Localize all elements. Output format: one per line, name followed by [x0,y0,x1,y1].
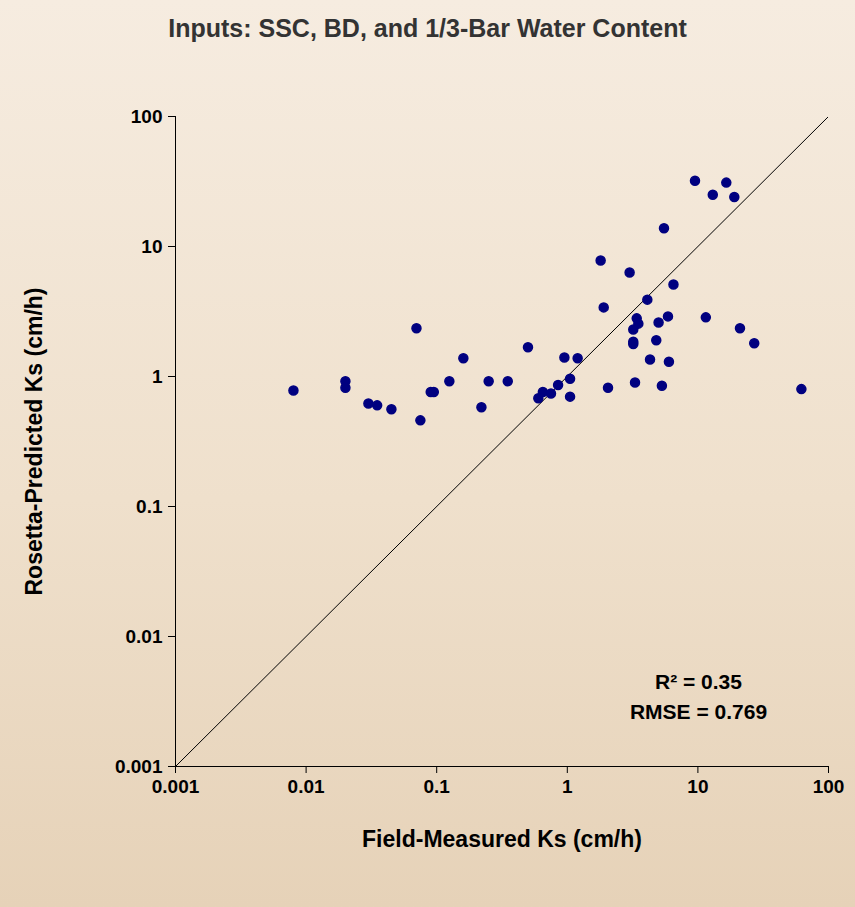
svg-text:0.1: 0.1 [423,776,450,797]
svg-text:1: 1 [562,776,573,797]
svg-text:0.01: 0.01 [288,776,325,797]
svg-text:0.1: 0.1 [136,496,163,517]
svg-text:10: 10 [141,236,162,257]
svg-text:Rosetta-Predicted Ks (cm/h): Rosetta-Predicted Ks (cm/h) [21,287,47,595]
svg-text:0.01: 0.01 [126,626,163,647]
svg-text:R² = 0.35: R² = 0.35 [655,670,742,693]
svg-text:Field-Measured Ks (cm/h): Field-Measured Ks (cm/h) [362,826,642,852]
svg-text:100: 100 [813,776,845,797]
svg-text:RMSE = 0.769: RMSE = 0.769 [630,700,767,723]
svg-text:100: 100 [131,106,163,127]
svg-text:0.001: 0.001 [115,756,163,777]
svg-text:1: 1 [152,366,163,387]
svg-text:10: 10 [687,776,708,797]
svg-text:0.001: 0.001 [152,776,200,797]
html-text:Inputs: SSC, BD, and 1/3-Bar W: Inputs: SSC, BD, and 1/3-Bar Water Conte… [168,14,687,42]
